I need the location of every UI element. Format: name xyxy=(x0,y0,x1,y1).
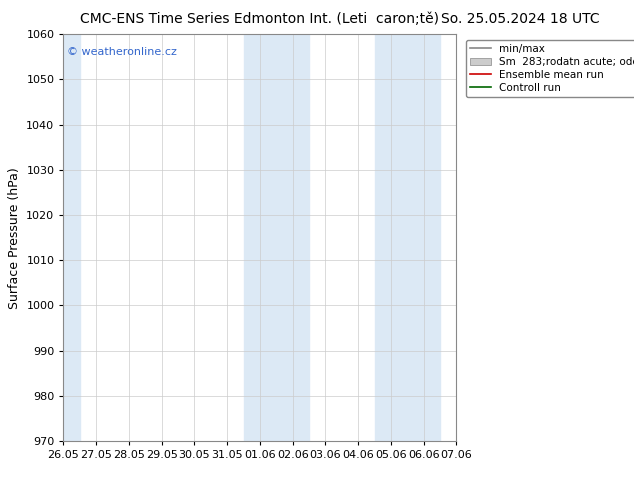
Text: So. 25.05.2024 18 UTC: So. 25.05.2024 18 UTC xyxy=(441,12,599,26)
Bar xyxy=(243,34,276,441)
Bar xyxy=(407,34,440,441)
Y-axis label: Surface Pressure (hPa): Surface Pressure (hPa) xyxy=(8,167,21,309)
Bar xyxy=(375,34,407,441)
Text: CMC-ENS Time Series Edmonton Int. (Leti  caron;tě): CMC-ENS Time Series Edmonton Int. (Leti … xyxy=(81,12,439,26)
Legend: min/max, Sm  283;rodatn acute; odchylka, Ensemble mean run, Controll run: min/max, Sm 283;rodatn acute; odchylka, … xyxy=(465,40,634,97)
Bar xyxy=(276,34,309,441)
Bar xyxy=(63,34,80,441)
Text: © weatheronline.cz: © weatheronline.cz xyxy=(67,47,178,56)
